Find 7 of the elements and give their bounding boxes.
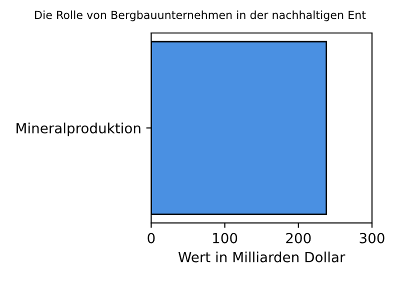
chart-title: Die Rolle von Bergbauunternehmen in der nachhaltigen Ent [35,10,366,22]
x-tick-label: 300 [360,232,384,244]
x-tick-label: 100 [213,232,238,244]
x-axis-title: Wert in Milliarden Dollar [178,252,346,262]
y-tick-label: Mineralproduktion [16,122,140,136]
x-tick-label: 200 [286,232,311,244]
x-tick-label: 0 [148,232,155,244]
